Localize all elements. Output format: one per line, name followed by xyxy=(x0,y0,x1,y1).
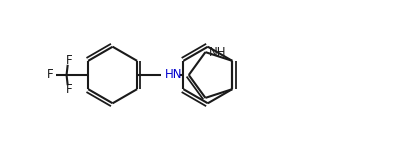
Text: NH: NH xyxy=(208,46,225,59)
Text: HN: HN xyxy=(164,69,182,81)
Text: F: F xyxy=(66,54,73,67)
Text: F: F xyxy=(66,83,73,96)
Text: F: F xyxy=(47,69,53,81)
